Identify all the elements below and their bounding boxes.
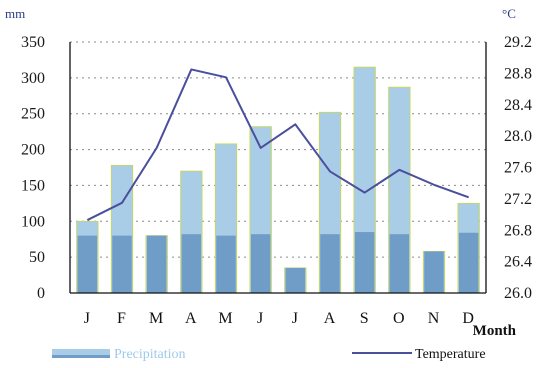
precipitation-bar-base (389, 234, 410, 293)
precipitation-bar-base (458, 232, 479, 293)
temperature-line (86, 68, 470, 221)
precipitation-bar-base (320, 234, 340, 293)
precipitation-bar-base (354, 232, 375, 293)
right-tick-label: 26.4 (504, 254, 532, 271)
right-tick-label: 28.4 (504, 97, 532, 114)
legend-precipitation-swatch (52, 349, 110, 358)
right-axis-ticks: 26.0 26.4 26.8 27.2 27.6 28.0 28.4 28.8 29.2 (504, 34, 532, 302)
month-label: N (428, 310, 441, 327)
left-tick-label: 350 (21, 34, 45, 51)
temperature-series-line (86, 68, 470, 221)
legend-precipitation-swatch-base (52, 355, 110, 358)
precipitation-bar-base (112, 235, 132, 293)
right-tick-label: 27.2 (504, 191, 532, 208)
left-tick-label: 0 (37, 285, 45, 302)
left-tick-label: 200 (21, 142, 45, 159)
left-tick-label: 300 (21, 70, 45, 87)
precipitation-bar-base (216, 235, 236, 293)
legend-precipitation-label: Precipitation (114, 347, 186, 362)
month-label: M (149, 310, 164, 327)
month-label: O (393, 310, 406, 327)
axes (69, 42, 487, 294)
left-tick-label: 150 (21, 177, 45, 194)
left-axis-unit: mm (5, 6, 25, 21)
precipitation-bars (76, 66, 480, 294)
month-label: J (257, 310, 264, 327)
right-tick-label: 26.0 (504, 285, 532, 302)
right-tick-label: 27.6 (504, 160, 532, 177)
right-tick-label: 28.8 (504, 65, 532, 82)
precipitation-bar-base (424, 251, 444, 293)
month-label: S (360, 310, 370, 327)
month-label: A (185, 310, 198, 327)
precipitation-bar-base (77, 235, 98, 293)
left-axis-ticks: 0 50 100 150 200 250 300 350 (21, 34, 45, 302)
month-label: J (84, 310, 91, 327)
right-axis-unit: °C (502, 6, 516, 21)
right-tick-label: 29.2 (504, 34, 532, 51)
month-label: F (117, 310, 127, 327)
left-tick-label: 50 (29, 249, 45, 266)
legend-temperature-label: Temperature (415, 347, 486, 362)
precipitation-bar-base (250, 234, 271, 293)
month-label: D (462, 310, 475, 327)
month-label: A (324, 310, 337, 327)
legend: Precipitation Temperature (52, 347, 486, 362)
month-label: M (218, 310, 233, 327)
x-axis-label: Month (473, 323, 517, 339)
month-label: J (292, 310, 299, 327)
precipitation-bar-base (146, 235, 167, 293)
precipitation-bar-base (181, 234, 202, 293)
left-tick-label: 100 (21, 213, 45, 230)
precipitation-bar-base (285, 267, 306, 293)
left-tick-label: 250 (21, 106, 45, 123)
right-tick-label: 28.0 (504, 128, 532, 145)
right-tick-label: 26.8 (504, 222, 532, 239)
